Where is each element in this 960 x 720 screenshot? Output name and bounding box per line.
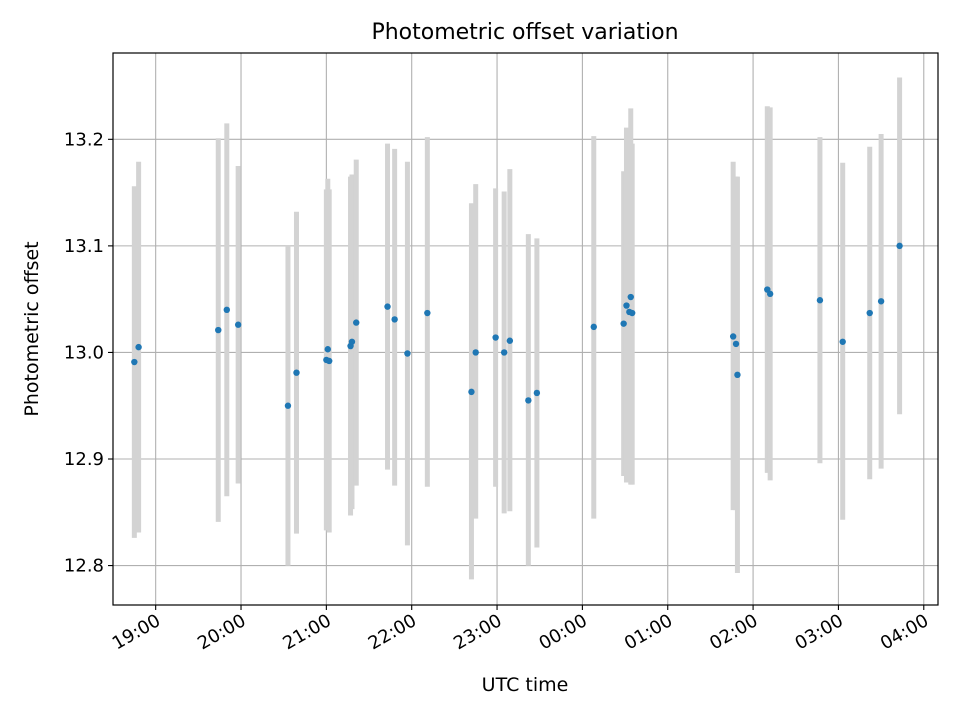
data-point [729,333,737,340]
data-point [525,397,532,404]
x-axis-label: UTC time [482,674,569,696]
data-point [293,369,300,376]
y-tick-label: 13.1 [64,236,104,257]
data-point [424,309,431,317]
y-tick-label: 13.2 [64,129,104,150]
y-tick-label: 12.8 [64,556,104,577]
y-axis-label: Photometric offset [21,241,43,416]
data-point [391,316,398,323]
y-axis-ticks: 12.8 12.9 13.0 13.1 13.2 [64,129,113,577]
data-point [533,389,541,397]
data-point [384,303,391,310]
data-point [131,358,138,366]
data-point [472,349,479,356]
data-point [877,298,885,305]
data-point [816,297,824,304]
data-point [866,309,873,317]
data-point [223,306,230,314]
data-point [468,388,475,396]
data-point [404,350,411,357]
y-tick-label: 13.0 [64,342,104,363]
data-point [284,402,292,409]
data-point [620,320,627,327]
data-point [492,334,499,341]
data-point [628,309,636,317]
data-point [353,319,360,326]
y-tick-label: 12.9 [64,449,104,470]
data-point [348,338,356,345]
data-point [135,343,142,351]
plot-frame [112,52,939,606]
data-point [234,321,242,328]
data-point [839,338,846,345]
data-point [326,357,333,365]
data-point [732,340,740,348]
data-point [734,371,741,379]
data-point [215,326,222,334]
data-point [627,293,634,301]
data-point [506,337,514,344]
data-point [766,290,774,298]
data-point [590,323,597,331]
data-point [324,346,331,353]
data-point [500,349,508,356]
data-point [896,242,903,250]
data-point [623,302,630,309]
data-points [131,242,903,409]
chart-title: Photometric offset variation [371,20,678,45]
